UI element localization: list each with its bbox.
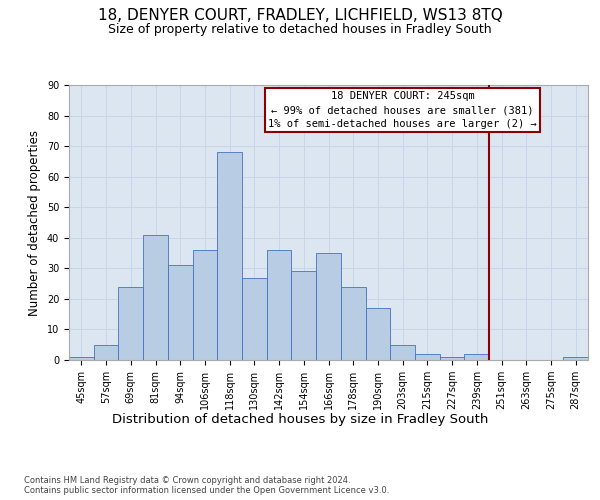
Bar: [292, 272, 316, 360]
Bar: [316, 253, 341, 360]
Bar: [440, 357, 464, 360]
Bar: [365, 308, 390, 360]
Bar: [118, 286, 143, 360]
Text: 18, DENYER COURT, FRADLEY, LICHFIELD, WS13 8TQ: 18, DENYER COURT, FRADLEY, LICHFIELD, WS…: [98, 8, 502, 22]
Text: Contains HM Land Registry data © Crown copyright and database right 2024.
Contai: Contains HM Land Registry data © Crown c…: [24, 476, 389, 495]
Bar: [168, 266, 193, 360]
Bar: [242, 278, 267, 360]
Bar: [464, 354, 489, 360]
Bar: [94, 344, 118, 360]
Bar: [563, 357, 588, 360]
Text: Distribution of detached houses by size in Fradley South: Distribution of detached houses by size …: [112, 412, 488, 426]
Text: 18 DENYER COURT: 245sqm
← 99% of detached houses are smaller (381)
1% of semi-de: 18 DENYER COURT: 245sqm ← 99% of detache…: [268, 91, 537, 129]
Bar: [267, 250, 292, 360]
Bar: [143, 234, 168, 360]
Text: Size of property relative to detached houses in Fradley South: Size of property relative to detached ho…: [108, 22, 492, 36]
Bar: [217, 152, 242, 360]
Bar: [390, 344, 415, 360]
Y-axis label: Number of detached properties: Number of detached properties: [28, 130, 41, 316]
Bar: [415, 354, 440, 360]
Bar: [69, 357, 94, 360]
Bar: [193, 250, 217, 360]
Bar: [341, 286, 365, 360]
